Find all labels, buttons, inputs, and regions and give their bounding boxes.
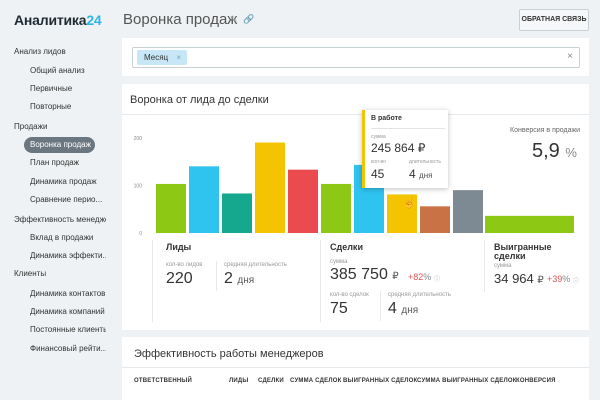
funnel-chart: 0 100 200 [134, 136, 574, 236]
funnel-bar[interactable] [222, 193, 252, 233]
stats-divider [152, 240, 153, 322]
sidebar-item[interactable]: Постоянные клиенты [30, 325, 106, 334]
won-label-line2: сделки [494, 251, 526, 261]
funnel-bar[interactable] [156, 183, 186, 233]
sidebar: Аналитика24 Анализ лидов Общий анализ Перв… [0, 0, 106, 400]
leads-label: Лиды [166, 242, 192, 252]
sidebar-item[interactable]: Динамика эффекти... [30, 251, 106, 260]
sidebar-item[interactable]: Продажи [14, 122, 48, 131]
sidebar-item[interactable]: Сравнение перио... [30, 195, 103, 204]
stats-divider [216, 261, 217, 291]
sidebar-item[interactable]: Повторные [30, 102, 72, 111]
deals-delta: +82% [408, 272, 432, 282]
tooltip-count-value: 45 [371, 167, 385, 181]
funnel-bar[interactable] [453, 190, 483, 233]
feedback-button[interactable]: ОБРАТНАЯ СВЯЗЬ [519, 9, 589, 31]
column-header[interactable]: ЛИДЫ [229, 378, 249, 384]
info-icon[interactable]: ⓘ [434, 277, 441, 283]
column-header[interactable]: ОТВЕТСТВЕННЫЙ [134, 378, 192, 384]
managers-title: Эффективность работы менеджеров [134, 348, 324, 360]
tooltip-title: В работе [371, 115, 402, 122]
sidebar-item[interactable]: Воронка продаж [24, 137, 95, 153]
column-header[interactable]: СУММА СДЕЛОК [290, 378, 342, 384]
funnel-bar[interactable] [387, 194, 417, 233]
sidebar-item[interactable]: Первичные [30, 84, 73, 93]
leads-count-label: кол-во лидов [166, 262, 203, 268]
tooltip-divider [371, 128, 445, 129]
won-sum-value: 34 964 ₽ [494, 271, 544, 286]
funnel-bar[interactable] [288, 169, 318, 233]
deals-duration-value: 4 дня [388, 300, 419, 317]
funnel-panel: Воронка от лида до сделки 0 100 200 Конвер… [122, 84, 589, 330]
sidebar-item[interactable]: Динамика контактов [30, 289, 106, 298]
filter-chip-label: Месяц [144, 53, 169, 62]
stats-divider [380, 291, 381, 321]
y-tick-label: 0 [139, 231, 142, 236]
managers-panel: Эффективность работы менеджеров ОТВЕТСТВ… [122, 337, 589, 400]
deals-sum-label: сумма [330, 259, 348, 265]
column-header[interactable]: ВЫИГРАННЫХ СДЕЛОК [343, 378, 418, 384]
tooltip-duration-label: длительность [409, 159, 441, 165]
page-title: Воронка продаж [123, 11, 238, 28]
filter-input[interactable]: Месяц × × [132, 47, 580, 68]
sidebar-item[interactable]: План продаж [30, 158, 80, 167]
leads-duration-label: средняя длительность [224, 262, 287, 268]
y-tick-label: 100 [134, 183, 143, 189]
sidebar-item[interactable]: Вклад в продажи [30, 233, 94, 242]
sidebar-item[interactable]: Клиенты [14, 269, 47, 278]
link-icon[interactable]: 🔗 [243, 14, 255, 24]
funnel-bar[interactable] [420, 206, 450, 233]
tooltip-sum-label: сумма [371, 134, 386, 140]
funnel-bar[interactable] [485, 215, 574, 233]
won-sum-label: сумма [494, 263, 512, 269]
conversion-label: Конверсия в продажи [510, 127, 581, 134]
tooltip-duration-value: 4 дня [409, 167, 433, 181]
leads-duration-value: 2 дня [224, 270, 255, 287]
funnel-bar[interactable] [255, 142, 285, 233]
won-delta: +39% [547, 274, 571, 284]
tooltip-sum-value: 245 864 ₽ [371, 141, 426, 155]
deals-count-value: 75 [330, 300, 348, 317]
leads-count-value: 220 [166, 270, 193, 287]
info-icon[interactable]: ⓘ [573, 279, 580, 285]
divider [122, 367, 589, 368]
sidebar-item[interactable]: Анализ лидов [14, 47, 66, 56]
sidebar-item[interactable]: Финансовый рейти... [30, 344, 106, 353]
y-tick-label: 200 [134, 136, 143, 142]
tooltip-count-label: кол-во [371, 159, 386, 165]
hand-cursor-icon: ☝ [402, 197, 416, 209]
stats-divider [484, 240, 485, 292]
app-logo[interactable]: Аналитика24 [14, 12, 102, 28]
deals-count-label: кол-во сделок [330, 292, 369, 298]
sidebar-item[interactable]: Общий анализ [30, 66, 85, 75]
sidebar-item[interactable]: Динамика компаний [30, 307, 105, 316]
won-label-line1: Выигранные [494, 242, 552, 252]
chip-close-icon[interactable]: × [176, 53, 181, 62]
column-header[interactable]: СУММА ВЫИГРАННЫХ СДЕЛОК [417, 378, 517, 384]
bar-tooltip: В работе сумма 245 864 ₽ кол-во 45 длите… [362, 110, 448, 188]
column-header[interactable]: СДЕЛКИ [258, 378, 284, 384]
stats-divider [320, 240, 321, 322]
deals-duration-label: средняя длительность [388, 292, 451, 298]
filter-panel: Месяц × × [122, 38, 589, 76]
sidebar-item[interactable]: Эффективность менеджеров [14, 215, 106, 224]
sidebar-item[interactable]: Динамика продаж [30, 177, 97, 186]
funnel-title: Воронка от лида до сделки [130, 94, 269, 106]
conversion-value: 5,9 % [532, 140, 577, 162]
clear-filter-icon[interactable]: × [567, 51, 573, 62]
deals-label: Сделки [330, 242, 363, 252]
funnel-bar[interactable] [189, 166, 219, 233]
pencil-icon[interactable]: ✎ [230, 14, 238, 24]
funnel-bar[interactable] [321, 183, 351, 233]
deals-sum-value: 385 750 ₽ [330, 266, 399, 283]
column-header[interactable]: КОНВЕРСИЯ [516, 378, 556, 384]
divider [122, 114, 589, 115]
filter-chip-month[interactable]: Месяц × [137, 50, 187, 65]
